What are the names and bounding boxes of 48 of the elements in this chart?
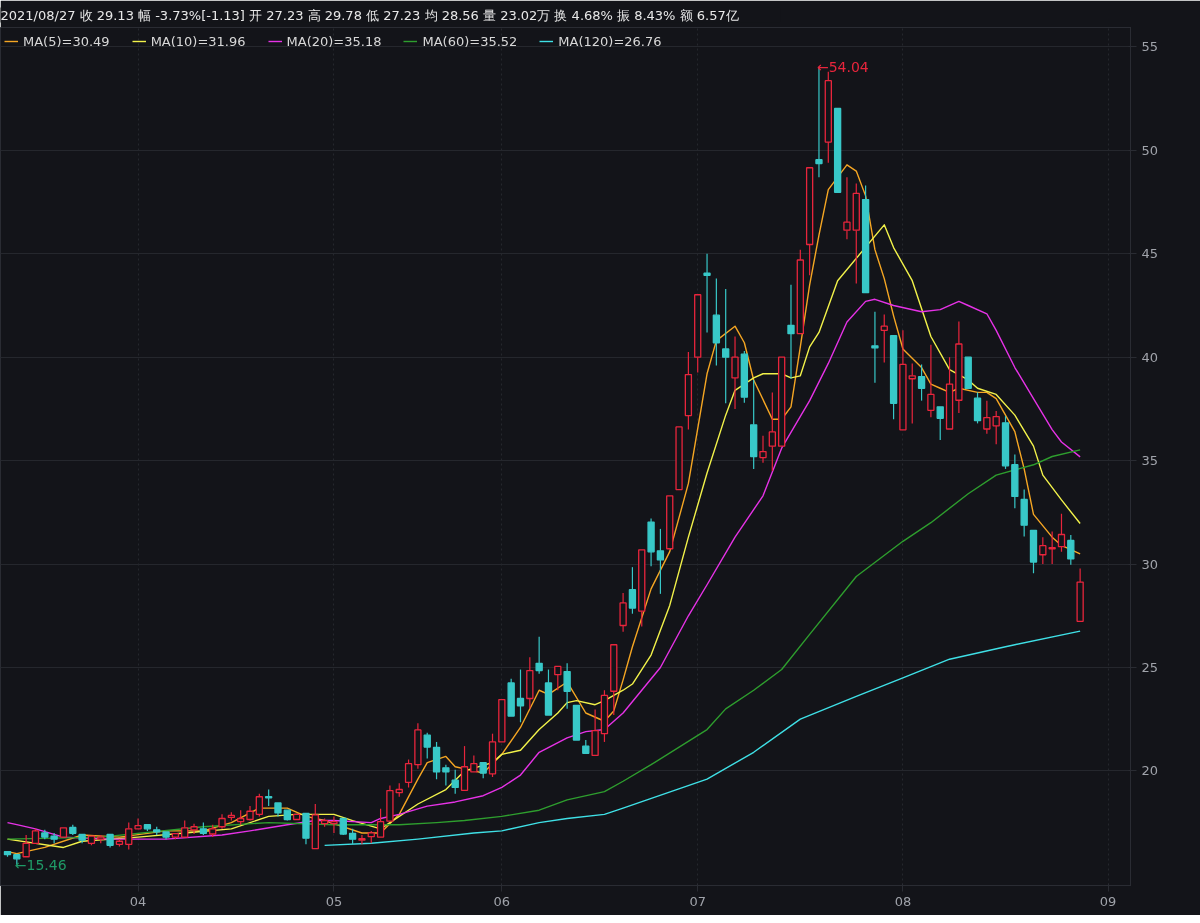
candlestick (768, 391, 777, 472)
candlestick (619, 592, 627, 633)
y-tick-label: 35 (1141, 453, 1159, 469)
x-tick-label: 08 (894, 893, 912, 909)
y-tick-label: 40 (1141, 349, 1159, 365)
candlestick (218, 813, 226, 830)
candlestick (703, 253, 711, 333)
x-tick-label: 07 (689, 893, 706, 909)
y-tick-label: 50 (1141, 142, 1159, 158)
candlestick (330, 815, 338, 834)
line-series (6, 449, 1081, 840)
candlestick (358, 834, 366, 845)
candlestick (983, 400, 991, 435)
candlestick (787, 284, 795, 380)
candlestick (759, 435, 767, 464)
y-tick-label: 45 (1141, 246, 1159, 262)
x-tick-label: 05 (325, 893, 343, 909)
candlestick (246, 805, 254, 821)
y-tick-label: 55 (1141, 39, 1159, 55)
candlestick (647, 517, 655, 567)
chart-title: 2021/08/27 收 29.13 幅 -3.73%[-1.13] 开 27.23 高 29.78 低 27.23 均 28.56 量 23.02万 换 4.68% 振 8.43% 额 6.57亿 (0, 7, 739, 23)
candlestick (442, 764, 450, 786)
annotation: ←54.04 (816, 58, 869, 75)
candlestick (414, 722, 422, 770)
y-tick-label: 25 (1141, 659, 1159, 675)
legend-label: MA(120)=26.76 (558, 33, 662, 49)
x-tick-label: 04 (129, 893, 147, 909)
legend-label: MA(10)=31.96 (150, 33, 246, 49)
candlestick (955, 320, 963, 414)
candlestick (722, 288, 730, 404)
candlestick (563, 662, 571, 710)
candlestick (656, 528, 665, 595)
line-series (323, 630, 1081, 847)
legend-label: MA(20)=35.18 (286, 33, 382, 49)
candlestick (927, 344, 935, 418)
legend-label: MA(60)=35.52 (422, 33, 518, 49)
candlestick (190, 823, 198, 835)
y-tick-label: 20 (1141, 763, 1159, 779)
x-tick-label: 09 (1099, 893, 1117, 909)
legend-label: MA(5)=30.49 (23, 33, 110, 49)
candlestick (731, 335, 739, 410)
candlestick (712, 278, 721, 367)
candlestick (843, 176, 851, 240)
candlestick (50, 832, 58, 844)
y-tick-label: 30 (1141, 556, 1159, 572)
candlestick (871, 311, 879, 384)
x-tick-label: 06 (493, 893, 511, 909)
annotation: ←15.46 (14, 856, 67, 873)
